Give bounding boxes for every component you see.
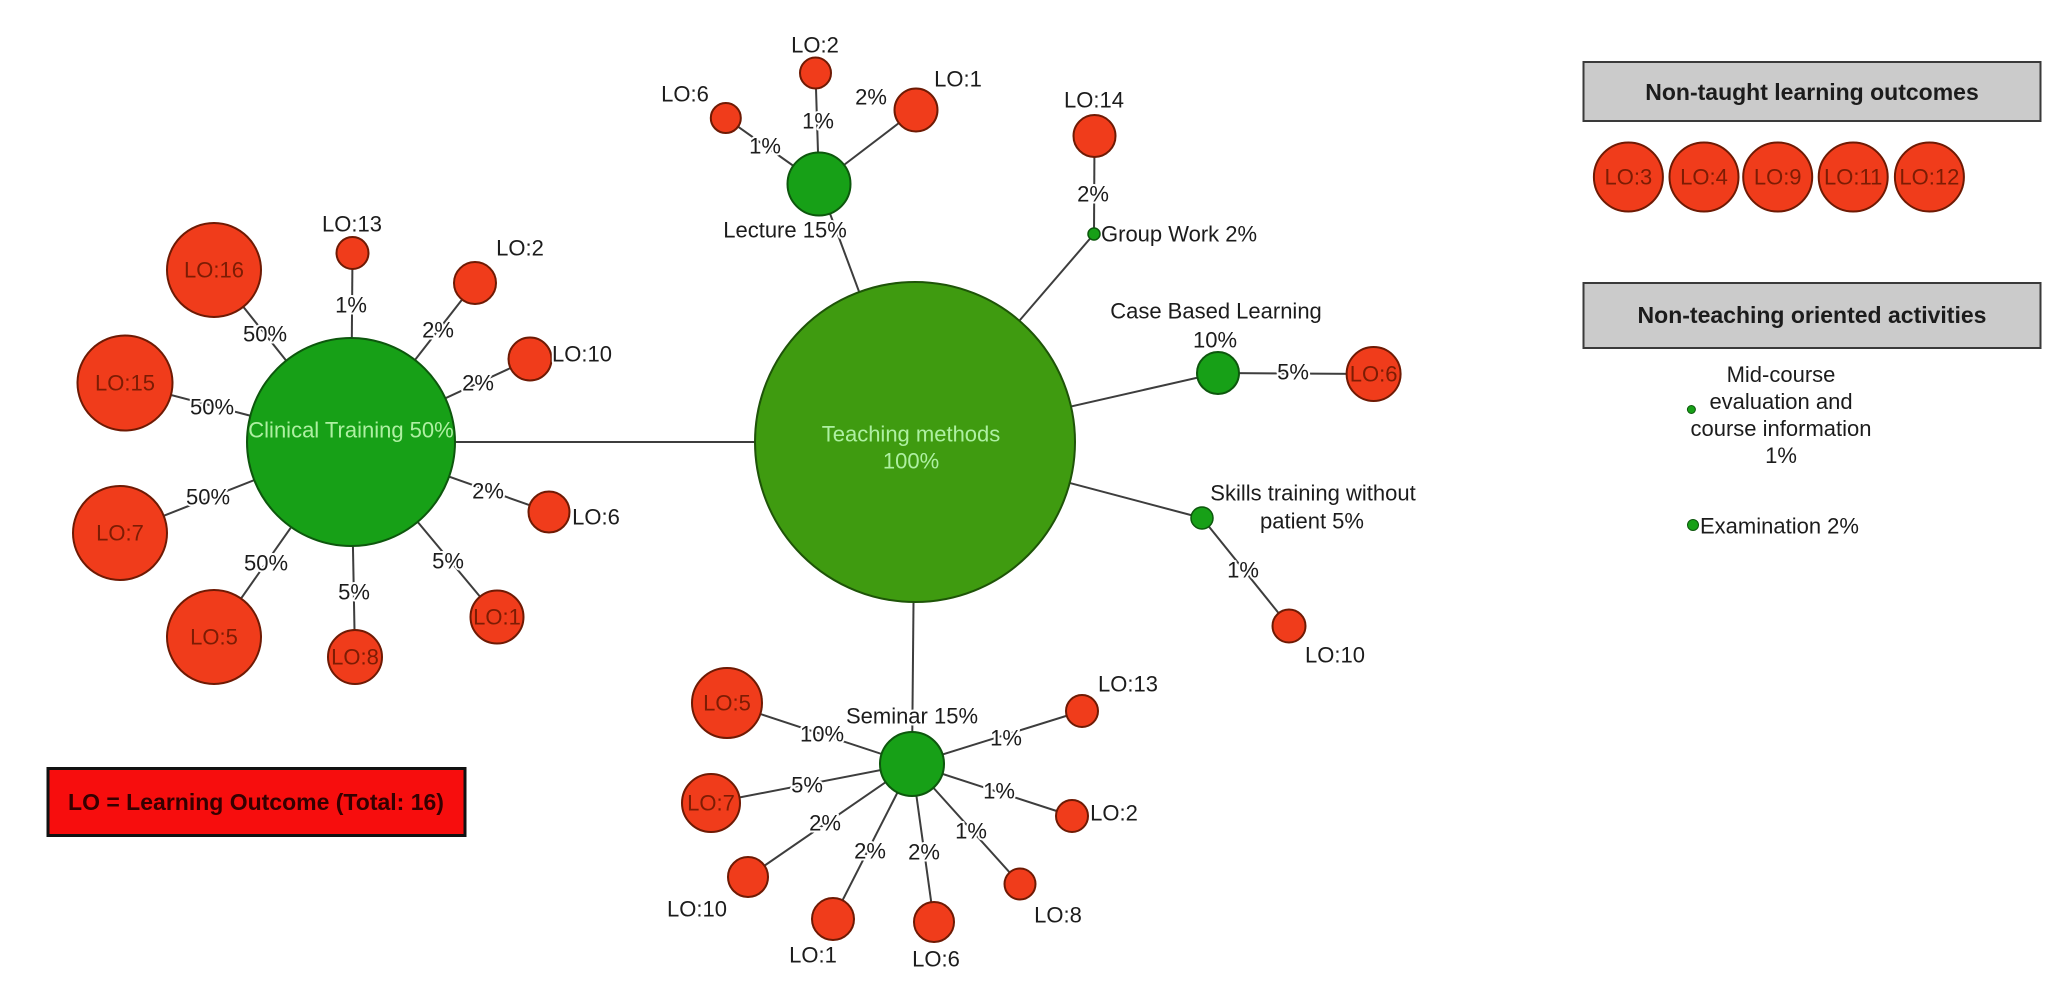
svg-text:5%: 5% [432,549,464,574]
svg-text:LO:3: LO:3 [1605,165,1653,190]
svg-text:Examination 2%: Examination 2% [1700,514,1859,539]
svg-text:1%: 1% [802,109,834,134]
svg-text:LO:6: LO:6 [572,505,620,530]
svg-text:LO:11: LO:11 [1824,165,1882,190]
svg-text:LO:15: LO:15 [95,371,155,396]
svg-text:2%: 2% [908,840,940,865]
svg-text:1%: 1% [1765,443,1797,468]
svg-text:evaluation and: evaluation and [1709,389,1852,414]
svg-text:2%: 2% [854,839,886,864]
svg-text:2%: 2% [1077,182,1109,207]
svg-text:LO:8: LO:8 [1034,903,1082,928]
svg-text:10%: 10% [800,722,844,747]
svg-text:1%: 1% [990,726,1022,751]
svg-text:2%: 2% [462,371,494,396]
svg-text:LO:1: LO:1 [934,67,982,92]
svg-text:Group Work 2%: Group Work 2% [1101,222,1257,247]
svg-text:Clinical Training 50%: Clinical Training 50% [248,418,453,443]
svg-text:2%: 2% [809,811,841,836]
svg-text:LO:7: LO:7 [687,791,735,816]
svg-text:LO:10: LO:10 [552,342,612,367]
svg-text:1%: 1% [1227,558,1259,583]
svg-text:LO:6: LO:6 [661,82,709,107]
svg-text:Non-teaching oriented activiti: Non-teaching oriented activities [1638,302,1987,328]
svg-text:2%: 2% [422,318,454,343]
svg-text:50%: 50% [244,551,288,576]
svg-text:LO:4: LO:4 [1680,165,1728,190]
svg-text:LO:5: LO:5 [190,625,238,650]
svg-text:LO:6: LO:6 [912,947,960,972]
svg-text:LO:10: LO:10 [1305,643,1365,668]
svg-text:LO:8: LO:8 [331,645,379,670]
svg-text:Mid-course: Mid-course [1727,362,1836,387]
svg-text:1%: 1% [955,819,987,844]
svg-text:1%: 1% [983,779,1015,804]
svg-text:1%: 1% [335,293,367,318]
svg-text:Skills training without: Skills training without [1210,481,1415,506]
svg-text:LO:6: LO:6 [1350,362,1398,387]
svg-text:LO:12: LO:12 [1899,165,1959,190]
svg-text:Teaching methods: Teaching methods [822,422,1001,447]
svg-text:LO:16: LO:16 [184,258,244,283]
svg-text:50%: 50% [190,395,234,420]
svg-text:patient 5%: patient 5% [1260,509,1364,534]
svg-text:course information: course information [1691,416,1872,441]
svg-text:LO:10: LO:10 [667,897,727,922]
svg-text:LO:5: LO:5 [703,691,751,716]
svg-text:LO:14: LO:14 [1064,88,1124,113]
svg-text:LO:13: LO:13 [1098,672,1158,697]
svg-text:5%: 5% [791,773,823,798]
svg-text:10%: 10% [1193,328,1237,353]
svg-text:LO:2: LO:2 [496,236,544,261]
svg-text:LO:2: LO:2 [791,33,839,58]
svg-text:2%: 2% [472,479,504,504]
svg-text:50%: 50% [243,322,287,347]
svg-text:Non-taught learning outcomes: Non-taught learning outcomes [1645,79,1979,105]
svg-text:LO:1: LO:1 [473,605,521,630]
svg-text:100%: 100% [883,449,939,474]
svg-text:50%: 50% [186,485,230,510]
svg-text:LO:13: LO:13 [322,212,382,237]
svg-text:LO:2: LO:2 [1090,801,1138,826]
svg-text:2%: 2% [855,85,887,110]
svg-text:LO = Learning Outcome (Total:: LO = Learning Outcome (Total: 16) [68,789,444,815]
svg-text:Case Based Learning: Case Based Learning [1110,299,1322,324]
svg-text:LO:9: LO:9 [1754,165,1802,190]
svg-text:1%: 1% [749,134,781,159]
svg-text:LO:1: LO:1 [789,943,837,968]
svg-text:Seminar 15%: Seminar 15% [846,704,978,729]
svg-text:LO:7: LO:7 [96,521,144,546]
svg-text:Lecture 15%: Lecture 15% [723,218,847,243]
svg-text:5%: 5% [338,580,370,605]
svg-text:5%: 5% [1277,360,1309,385]
